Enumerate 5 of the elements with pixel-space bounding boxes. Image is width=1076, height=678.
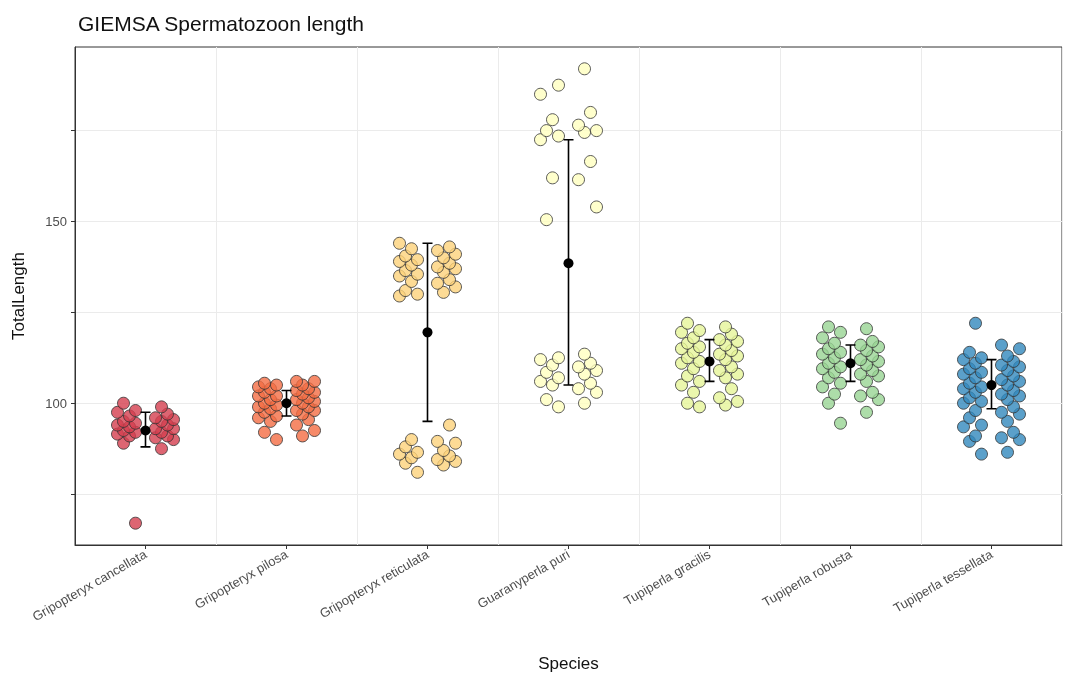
chart-title: GIEMSA Spermatozoon length <box>78 12 364 35</box>
y-tick-label: 100 <box>45 395 67 411</box>
x-axis-title: Species <box>538 654 599 673</box>
y-tick-label: 150 <box>45 213 67 229</box>
y-axis-title: TotalLength <box>9 252 28 340</box>
